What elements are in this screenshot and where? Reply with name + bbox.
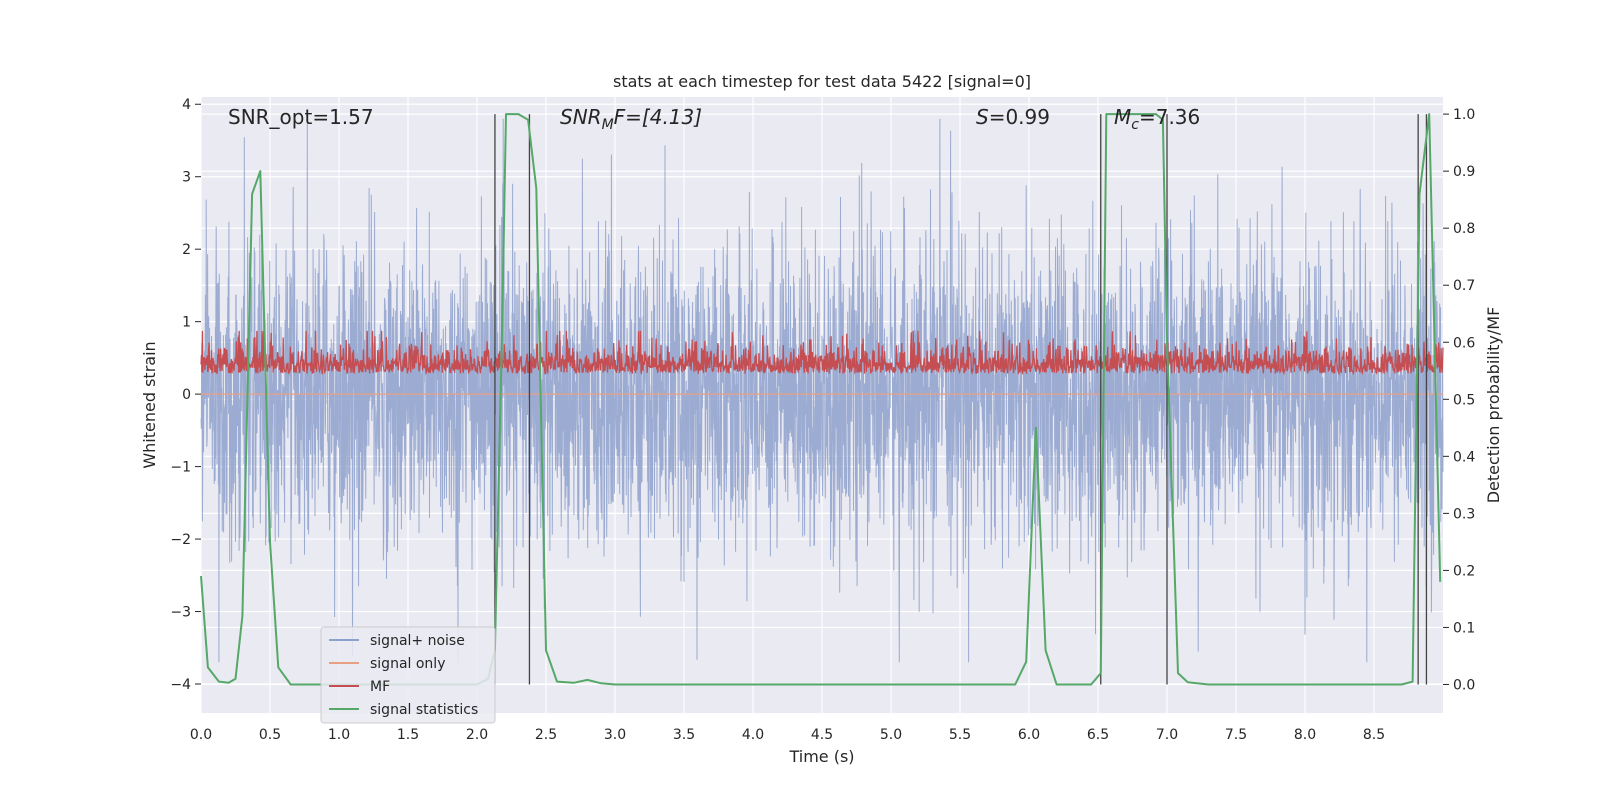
noise-line [200,118,1444,663]
series-signal-statistics [200,113,1442,686]
annotation-s-value: =0.99 [989,105,1050,129]
y-tick-label: 2 [182,242,191,258]
y-right-tick-label: 0.0 [1453,677,1475,693]
x-tick-label: 2.5 [535,727,557,743]
legend-label-mf: MF [370,679,390,695]
x-tick-label: 6.0 [1018,727,1040,743]
y-axis-label: Whitened strain [140,341,159,468]
y-tick-label: −4 [170,677,191,693]
legend-label-signal-noise: signal+ noise [370,633,465,649]
annotation-mc-subscript: c [1131,117,1139,133]
y-tick-label: 0 [182,387,191,403]
legend-label-signal-only: signal only [370,656,445,672]
x-tick-label: 4.5 [811,727,833,743]
mf-line [200,330,1444,376]
y-tick-label: 1 [182,315,191,331]
y-axis-ticks: 4 3 2 1 0 −1 −2 −3 −4 [170,97,201,693]
x-tick-label: 4.0 [742,727,764,743]
y-tick-label: 4 [182,97,191,113]
x-tick-label: 3.0 [604,727,626,743]
x-tick-label: 8.0 [1294,727,1316,743]
y-right-axis-ticks: 1.0 0.9 0.8 0.7 0.6 0.5 0.4 0.3 0.2 0.1 0.0 [1443,107,1475,693]
y-right-tick-label: 0.4 [1453,449,1475,465]
annotation-mc-symbol: M [1114,105,1131,129]
legend-box [320,626,496,724]
y-tick-label: −3 [170,605,191,621]
chart-title: stats at each timestep for test data 542… [613,72,1031,91]
annotation-mc-value: =7.36 [1139,105,1200,129]
y-right-tick-label: 0.6 [1453,335,1475,351]
series-signal-plus-noise [200,118,1444,663]
y-right-axis-label: Detection probability/MF [1484,307,1503,504]
y-tick-label: −2 [170,532,191,548]
y-right-tick-label: 1.0 [1453,107,1475,123]
annotation-snr-mf-value: F=[4.13] [614,105,702,129]
x-axis-ticks: 0.0 0.5 1.0 1.5 2.0 2.5 3.0 3.5 4.0 4.5 5.0 5.5 6.0 6… [190,727,1385,743]
y-right-tick-label: 0.9 [1453,164,1475,180]
legend: signal+ noise signal only MF signal stat… [320,626,496,724]
x-tick-label: 5.0 [880,727,902,743]
signal-statistics-line [200,113,1442,686]
x-tick-label: 7.0 [1156,727,1178,743]
annotation-snr-mf: SNRMF=[4.13] [560,105,702,133]
x-axis-label: Time (s) [788,747,854,766]
x-tick-label: 8.5 [1363,727,1385,743]
annotation-snr-mf-subscript: M [602,117,614,133]
x-tick-label: 6.5 [1087,727,1109,743]
x-tick-label: 2.0 [466,727,488,743]
annotation-s: S=0.99 [976,105,1050,129]
y-tick-label: 3 [182,170,191,186]
y-right-tick-label: 0.5 [1453,392,1475,408]
annotation-snr-opt: SNR_opt=1.57 [228,105,374,129]
x-tick-label: 0.0 [190,727,212,743]
annotation-s-symbol: S [976,105,989,129]
y-right-tick-label: 0.3 [1453,506,1475,522]
legend-label-signal-statistics: signal statistics [370,702,478,718]
y-right-tick-label: 0.7 [1453,278,1475,294]
x-tick-label: 1.0 [328,727,350,743]
x-tick-label: 1.5 [397,727,419,743]
y-right-tick-label: 0.8 [1453,221,1475,237]
x-tick-label: 3.5 [673,727,695,743]
x-tick-label: 5.5 [949,727,971,743]
annotation-snr-mf-symbol: SNR [560,105,602,129]
x-tick-label: 0.5 [259,727,281,743]
annotation-mc: Mc=7.36 [1114,105,1200,133]
x-tick-label: 7.5 [1225,727,1247,743]
y-right-tick-label: 0.2 [1453,563,1475,579]
series-mf [200,330,1444,376]
y-tick-label: −1 [170,460,191,476]
y-right-tick-label: 0.1 [1453,620,1475,636]
